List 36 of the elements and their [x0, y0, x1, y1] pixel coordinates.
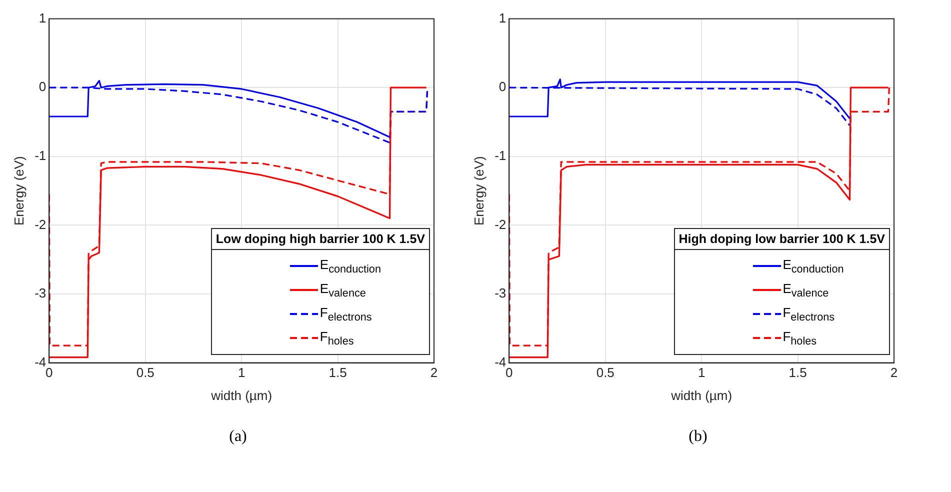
x-tick-label: 1.5: [788, 365, 807, 380]
x-tick-label: 1: [698, 365, 706, 380]
legend-label: E$_{conduction}$: [320, 256, 381, 276]
legend-label: F$_{electrons}$: [320, 304, 372, 324]
legend-label: F$_{holes}$: [782, 328, 817, 348]
y-tick-label: -2: [494, 216, 506, 232]
y-tick-label: 1: [38, 10, 46, 26]
y-tick-label: 1: [498, 10, 506, 26]
y-tick-label: -3: [494, 286, 506, 301]
y-axis-title: Energy (eV): [471, 156, 486, 226]
x-tick-label: 0.5: [136, 365, 154, 380]
y-axis-title: Energy (eV): [11, 156, 26, 226]
x-tick-label: 1.5: [328, 365, 347, 380]
text: (a): [228, 428, 248, 446]
legend-title: High doping low barrier 100 K 1.5V: [674, 228, 889, 250]
legend-label: F$_{electrons}$: [782, 304, 835, 324]
legend-label: F$_{holes}$: [320, 328, 354, 348]
y-tick-label: -3: [34, 286, 46, 301]
y-tick-label: -4: [494, 354, 506, 370]
y-tick-label: -4: [34, 354, 46, 370]
x-tick-label: 2: [430, 365, 438, 380]
text: (b): [688, 428, 708, 446]
legend-label: E$_{conduction}$: [782, 256, 844, 276]
y-tick-label: -2: [34, 216, 46, 232]
legend-title: Low doping high barrier 100 K 1.5V: [212, 228, 429, 250]
x-tick-label: 0.5: [596, 365, 614, 380]
y-tick-label: -1: [34, 148, 46, 163]
legend-label: E$_{valence}$: [320, 280, 366, 300]
y-tick-label: 0: [38, 79, 46, 94]
y-tick-label: -1: [494, 148, 506, 163]
x-axis-title: width (µm): [210, 388, 272, 403]
y-tick-label: 0: [498, 79, 506, 94]
legend-label: E$_{valence}$: [782, 280, 829, 300]
x-axis-title: width (µm): [670, 388, 732, 403]
x-tick-label: 2: [890, 365, 898, 380]
x-tick-label: 1: [238, 365, 246, 380]
